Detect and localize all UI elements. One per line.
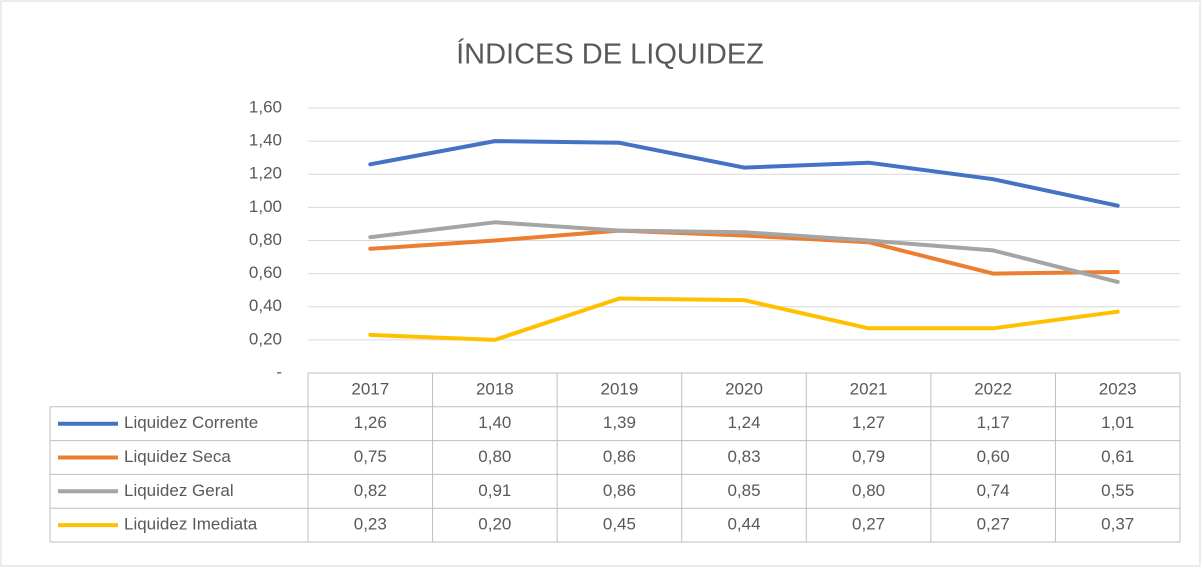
table-value: 0,86 (603, 481, 636, 500)
x-tick-label: 2018 (476, 379, 514, 398)
x-tick-label: 2017 (351, 379, 389, 398)
table-value: 1,01 (1101, 413, 1134, 432)
table-value: 0,27 (852, 515, 885, 534)
table-value: 0,55 (1101, 481, 1134, 500)
table-value: 0,82 (354, 481, 387, 500)
x-tick-label: 2020 (725, 379, 763, 398)
series-line (368, 228, 1120, 276)
legend-label: Liquidez Geral (124, 481, 234, 500)
y-tick-label: 0,40 (249, 296, 282, 315)
y-tick-label: 1,60 (249, 97, 282, 116)
table-value: 0,37 (1101, 515, 1134, 534)
table-value: 0,85 (727, 481, 760, 500)
table-value: 0,75 (354, 447, 387, 466)
y-tick-label: 0,20 (249, 329, 282, 348)
legend-label: Liquidez Corrente (124, 413, 258, 432)
y-tick-label: 1,00 (249, 197, 282, 216)
y-tick-label: 1,20 (249, 164, 282, 183)
y-tick-label: 0,60 (249, 263, 282, 282)
table-value: 1,24 (727, 413, 760, 432)
legend-label: Liquidez Seca (124, 447, 231, 466)
table-value: 0,80 (478, 447, 511, 466)
chart-title: ÍNDICES DE LIQUIDEZ (456, 38, 764, 71)
table-value: 0,20 (478, 515, 511, 534)
table-value: 1,39 (603, 413, 636, 432)
table-value: 0,27 (977, 515, 1010, 534)
table-value: 1,17 (977, 413, 1010, 432)
table-value: 0,60 (977, 447, 1010, 466)
table-value: 1,26 (354, 413, 387, 432)
table-value: 0,74 (977, 481, 1010, 500)
table-value: 0,61 (1101, 447, 1134, 466)
table-value: 0,79 (852, 447, 885, 466)
table-value: 0,86 (603, 447, 636, 466)
series-line (368, 296, 1120, 342)
table-value: 0,23 (354, 515, 387, 534)
table-value: 0,83 (727, 447, 760, 466)
table-value: 0,80 (852, 481, 885, 500)
x-tick-label: 2019 (601, 379, 639, 398)
table-value: 0,91 (478, 481, 511, 500)
table-value: 1,27 (852, 413, 885, 432)
series-line (368, 139, 1120, 208)
y-tick-label: - (276, 362, 282, 381)
table-value: 0,45 (603, 515, 636, 534)
x-tick-label: 2021 (850, 379, 888, 398)
table-value: 0,44 (727, 515, 760, 534)
y-tick-label: 0,80 (249, 230, 282, 249)
legend-label: Liquidez Imediata (124, 515, 258, 534)
x-tick-label: 2022 (974, 379, 1012, 398)
x-tick-label: 2023 (1099, 379, 1137, 398)
table-value: 1,40 (478, 413, 511, 432)
y-tick-label: 1,40 (249, 131, 282, 150)
series-line (368, 220, 1120, 284)
